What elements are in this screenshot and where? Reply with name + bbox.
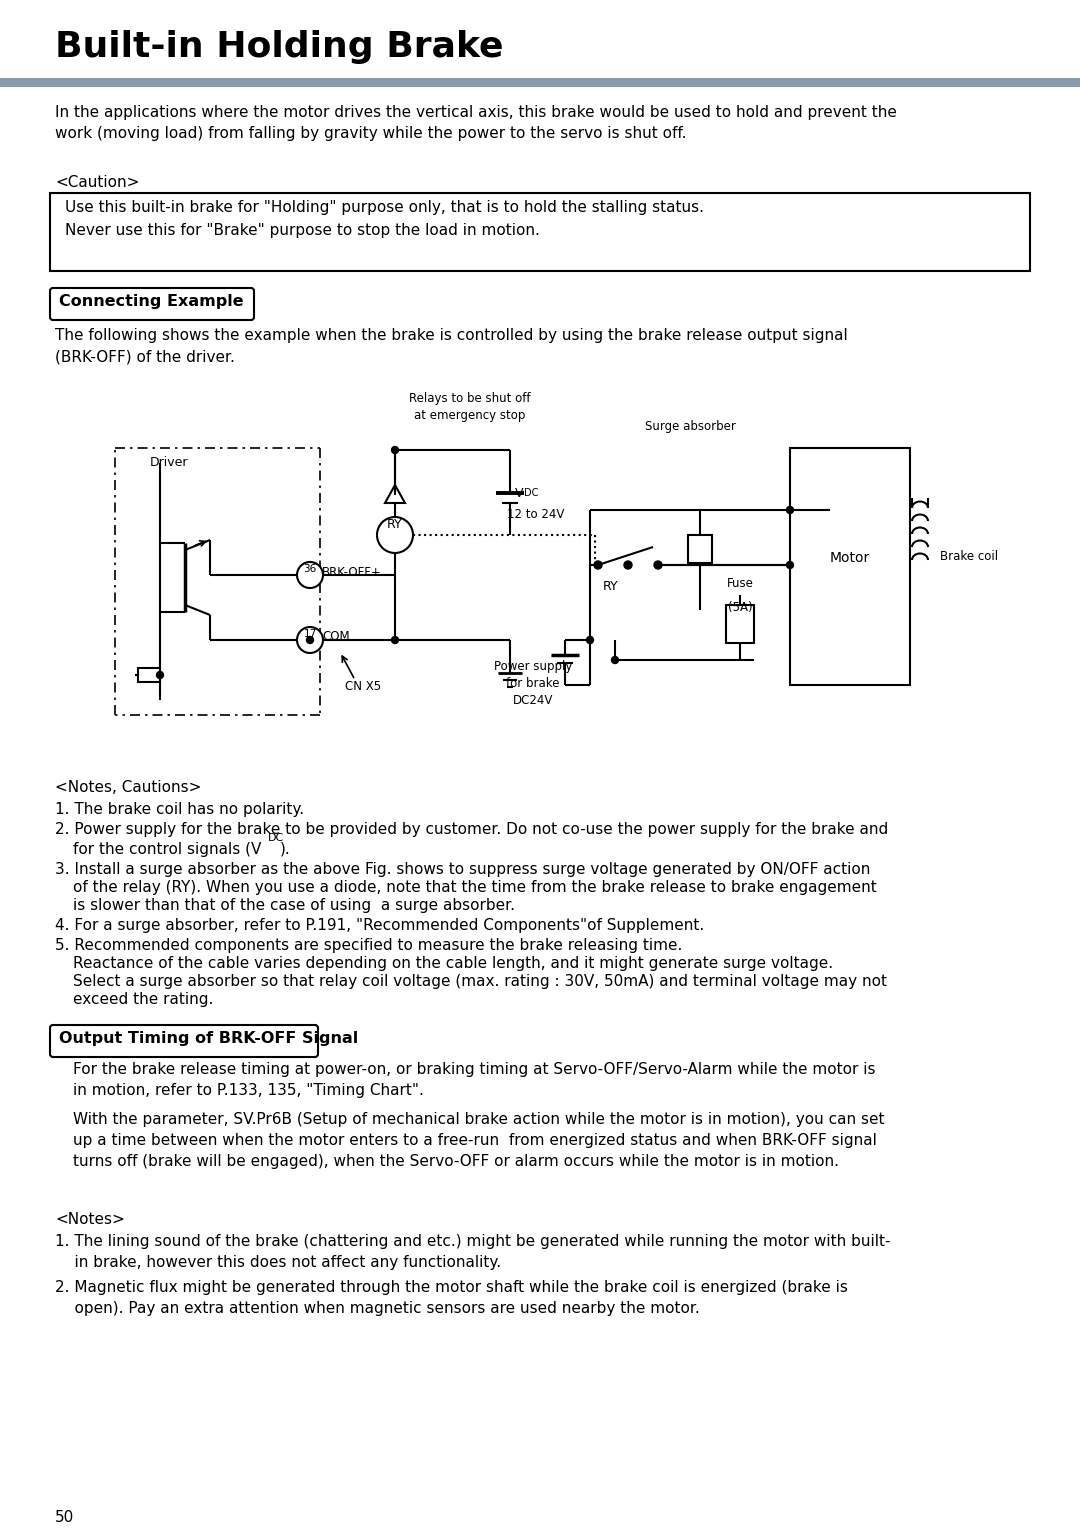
Text: The following shows the example when the brake is controlled by using the brake : The following shows the example when the… — [55, 329, 848, 364]
Circle shape — [391, 446, 399, 454]
Circle shape — [611, 657, 619, 663]
Text: of the relay (RY). When you use a diode, note that the time from the brake relea: of the relay (RY). When you use a diode,… — [73, 880, 877, 895]
Text: CN X5: CN X5 — [345, 680, 381, 694]
Circle shape — [786, 506, 794, 513]
Text: Motor: Motor — [829, 552, 870, 565]
Text: 2. Magnetic flux might be generated through the motor shaft while the brake coil: 2. Magnetic flux might be generated thro… — [55, 1280, 848, 1316]
Text: Power supply
for brake
DC24V: Power supply for brake DC24V — [494, 660, 572, 707]
Text: Surge absorber: Surge absorber — [645, 420, 735, 432]
Text: RY: RY — [388, 518, 403, 532]
Text: COM: COM — [322, 631, 350, 643]
Text: BRK-OFF+: BRK-OFF+ — [322, 565, 381, 579]
Bar — [138, 668, 160, 681]
Text: Reactance of the cable varies depending on the cable length, and it might genera: Reactance of the cable varies depending … — [73, 957, 833, 970]
Text: Fuse: Fuse — [727, 578, 754, 590]
Text: DC: DC — [524, 487, 538, 498]
Circle shape — [624, 561, 632, 568]
Circle shape — [297, 562, 323, 588]
Text: is slower than that of the case of using  a surge absorber.: is slower than that of the case of using… — [73, 898, 515, 914]
Text: Connecting Example: Connecting Example — [59, 293, 244, 309]
Circle shape — [377, 516, 413, 553]
Circle shape — [307, 637, 313, 643]
Circle shape — [297, 626, 323, 652]
Text: V: V — [515, 487, 524, 500]
Bar — [726, 605, 754, 643]
Text: exceed the rating.: exceed the rating. — [73, 992, 214, 1007]
Text: Use this built-in brake for "Holding" purpose only, that is to hold the stalling: Use this built-in brake for "Holding" pu… — [65, 200, 704, 238]
Text: Output Timing of BRK-OFF Signal: Output Timing of BRK-OFF Signal — [59, 1031, 359, 1047]
FancyBboxPatch shape — [50, 1025, 318, 1057]
Text: <Caution>: <Caution> — [55, 176, 139, 189]
Circle shape — [594, 561, 602, 568]
Text: RY: RY — [603, 581, 619, 593]
Text: With the parameter, SV.Pr6B (Setup of mechanical brake action while the motor is: With the parameter, SV.Pr6B (Setup of me… — [73, 1112, 885, 1169]
Text: 5. Recommended components are specified to measure the brake releasing time.: 5. Recommended components are specified … — [55, 938, 683, 953]
Circle shape — [586, 637, 594, 643]
Text: for the control signals (V: for the control signals (V — [73, 842, 261, 857]
Text: (5A): (5A) — [728, 601, 753, 614]
Text: 4. For a surge absorber, refer to P.191, "Recommended Components"of Supplement.: 4. For a surge absorber, refer to P.191,… — [55, 918, 704, 934]
Text: 2. Power supply for the brake to be provided by customer. Do not co-use the powe: 2. Power supply for the brake to be prov… — [55, 822, 888, 837]
Circle shape — [654, 561, 662, 568]
Text: Select a surge absorber so that relay coil voltage (max. rating : 30V, 50mA) and: Select a surge absorber so that relay co… — [73, 973, 887, 989]
Bar — [789, 448, 910, 685]
Text: 1. The lining sound of the brake (chattering and etc.) might be generated while : 1. The lining sound of the brake (chatte… — [55, 1235, 891, 1270]
Text: ).: ). — [280, 842, 291, 857]
Text: 17: 17 — [303, 630, 316, 639]
Text: <Notes>: <Notes> — [55, 1212, 125, 1227]
Text: 1. The brake coil has no polarity.: 1. The brake coil has no polarity. — [55, 802, 305, 817]
Text: 12 to 24V: 12 to 24V — [507, 507, 565, 521]
Text: DC: DC — [268, 833, 284, 843]
Bar — [50, 193, 1030, 270]
Text: Brake coil: Brake coil — [940, 550, 998, 562]
Text: 50: 50 — [55, 1510, 75, 1525]
Text: Driver: Driver — [150, 455, 189, 469]
Circle shape — [391, 637, 399, 643]
Circle shape — [157, 671, 163, 678]
Text: For the brake release timing at power-on, or braking timing at Servo-OFF/Servo-A: For the brake release timing at power-on… — [73, 1062, 876, 1099]
Text: Relays to be shut off
at emergency stop: Relays to be shut off at emergency stop — [409, 393, 530, 422]
Text: 3. Install a surge absorber as the above Fig. shows to suppress surge voltage ge: 3. Install a surge absorber as the above… — [55, 862, 870, 877]
Circle shape — [786, 561, 794, 568]
Text: 36: 36 — [303, 564, 316, 575]
Text: In the applications where the motor drives the vertical axis, this brake would b: In the applications where the motor driv… — [55, 105, 896, 141]
Bar — [0, 78, 1080, 87]
Bar — [688, 535, 712, 562]
Text: Built-in Holding Brake: Built-in Holding Brake — [55, 31, 503, 64]
Text: <Notes, Cautions>: <Notes, Cautions> — [55, 779, 201, 795]
FancyBboxPatch shape — [50, 287, 254, 319]
